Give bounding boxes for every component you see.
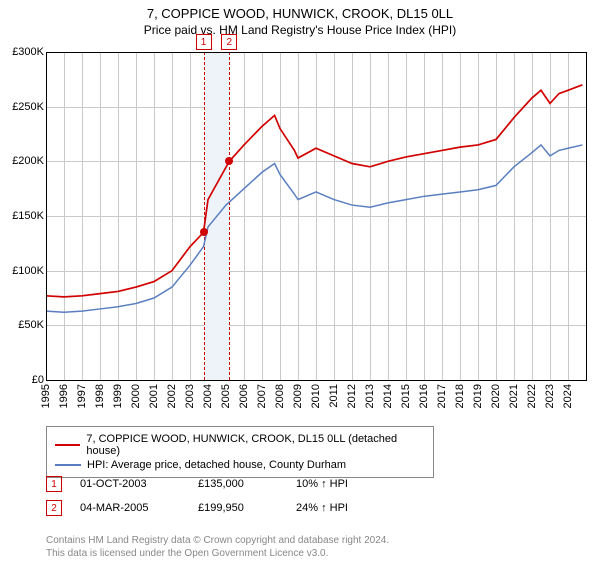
- x-tick-label: 2016: [418, 384, 430, 408]
- sale-marker-box-1: 1: [46, 476, 62, 492]
- legend-row-property: 7, COPPICE WOOD, HUNWICK, CROOK, DL15 0L…: [55, 433, 425, 457]
- legend-swatch-property: [55, 444, 80, 446]
- x-tick-label: 2020: [490, 384, 502, 408]
- footer-attribution: Contains HM Land Registry data © Crown c…: [46, 534, 389, 560]
- x-tick-label: 2010: [310, 384, 322, 408]
- sale-pct-2: 24% ↑ HPI: [296, 502, 348, 514]
- x-tick-label: 2015: [400, 384, 412, 408]
- legend: 7, COPPICE WOOD, HUNWICK, CROOK, DL15 0L…: [46, 426, 434, 478]
- x-tick-label: 2002: [166, 384, 178, 408]
- x-tick-label: 2012: [346, 384, 358, 408]
- sale-num-box: 2: [221, 34, 237, 50]
- x-tick-label: 1998: [94, 384, 106, 408]
- x-tick-label: 2001: [148, 384, 160, 408]
- x-tick-label: 1995: [40, 384, 52, 408]
- plot-border: [46, 52, 587, 381]
- x-tick-label: 2024: [562, 384, 574, 408]
- x-tick-label: 2017: [436, 384, 448, 408]
- legend-row-hpi: HPI: Average price, detached house, Coun…: [55, 459, 425, 471]
- sale-marker-row-1: 1 01-OCT-2003 £135,000 10% ↑ HPI: [46, 476, 348, 492]
- sale-marker-box-2: 2: [46, 500, 62, 516]
- x-tick-label: 2005: [220, 384, 232, 408]
- x-tick-label: 1997: [76, 384, 88, 408]
- x-tick-label: 2021: [508, 384, 520, 408]
- legend-label-property: 7, COPPICE WOOD, HUNWICK, CROOK, DL15 0L…: [86, 433, 425, 457]
- x-tick-label: 2014: [382, 384, 394, 408]
- x-tick-label: 2007: [256, 384, 268, 408]
- legend-label-hpi: HPI: Average price, detached house, Coun…: [87, 459, 346, 471]
- y-tick-label: £300K: [12, 46, 44, 58]
- sale-date-2: 04-MAR-2005: [80, 502, 180, 514]
- y-tick-label: £150K: [12, 210, 44, 222]
- x-tick-label: 2003: [184, 384, 196, 408]
- x-tick-label: 2018: [454, 384, 466, 408]
- x-tick-label: 2000: [130, 384, 142, 408]
- x-tick-label: 2008: [274, 384, 286, 408]
- x-tick-label: 2022: [526, 384, 538, 408]
- legend-swatch-hpi: [55, 464, 81, 466]
- sale-price-1: £135,000: [198, 478, 278, 490]
- x-tick-label: 2009: [292, 384, 304, 408]
- sale-num-box: 1: [196, 34, 212, 50]
- sale-date-1: 01-OCT-2003: [80, 478, 180, 490]
- sale-price-2: £199,950: [198, 502, 278, 514]
- x-tick-label: 2013: [364, 384, 376, 408]
- y-tick-label: £100K: [12, 265, 44, 277]
- y-tick-label: £250K: [12, 101, 44, 113]
- sale-pct-1: 10% ↑ HPI: [296, 478, 348, 490]
- x-tick-label: 2006: [238, 384, 250, 408]
- x-tick-label: 2011: [328, 384, 340, 408]
- sale-marker-row-2: 2 04-MAR-2005 £199,950 24% ↑ HPI: [46, 500, 348, 516]
- x-tick-label: 1999: [112, 384, 124, 408]
- y-tick-label: £200K: [12, 155, 44, 167]
- x-tick-label: 2023: [544, 384, 556, 408]
- x-tick-label: 1996: [58, 384, 70, 408]
- chart-title: 7, COPPICE WOOD, HUNWICK, CROOK, DL15 0L…: [0, 6, 600, 21]
- y-tick-label: £50K: [18, 319, 44, 331]
- x-tick-label: 2004: [202, 384, 214, 408]
- chart-subtitle: Price paid vs. HM Land Registry's House …: [0, 23, 600, 37]
- x-tick-label: 2019: [472, 384, 484, 408]
